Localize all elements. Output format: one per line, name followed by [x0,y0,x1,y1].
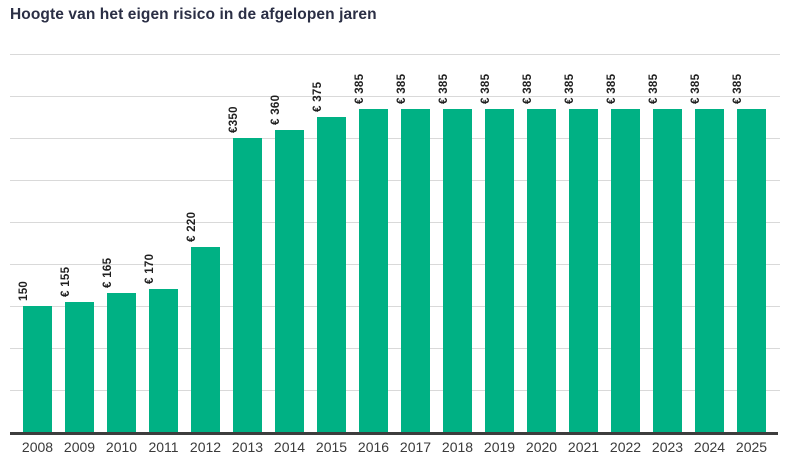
x-axis-line [10,432,778,435]
gridline [10,306,780,307]
bar-value-label: € 385 [521,73,534,104]
x-axis-label: 2014 [273,439,306,455]
x-axis-label: 2015 [315,439,348,455]
gridline [10,264,780,265]
gridline [10,222,780,223]
bar [317,117,346,432]
bar-value-label: € 375 [311,81,324,112]
bar [653,108,682,432]
bar-value-label: € 385 [479,73,492,104]
gridline [10,348,780,349]
bar [527,108,556,432]
bar [65,301,94,432]
bar-value-label: € 385 [731,73,744,104]
x-axis-label: 2011 [148,439,179,455]
bar-value-label: € 385 [689,73,702,104]
x-axis-label: 2021 [567,439,600,455]
bar-value-label: € 385 [353,73,366,104]
bar-value-label: € 385 [437,73,450,104]
bar [485,108,514,432]
x-axis: 2008 2009 2010 2011 2012 2013 2014 2015 2016 2017… [10,439,780,457]
bar [191,247,220,432]
bar [611,108,640,432]
bar-value-label: € 170 [143,253,156,285]
bar [233,138,262,432]
bar-value-label: € 360 [269,94,282,125]
bar [401,108,430,432]
x-axis-label: 2023 [651,439,684,455]
x-axis-label: 2017 [399,439,432,455]
gridline [10,390,780,391]
bar [695,108,724,432]
x-axis-label: 2024 [693,439,726,455]
bar [737,108,766,432]
bar-value-label: € 385 [605,73,618,104]
x-axis-label: 2016 [357,439,390,455]
bar-value-label: €350 [227,106,240,133]
bar-value-label: 150 [17,280,30,301]
x-axis-label: 2012 [189,439,222,455]
bar-value-label: € 385 [647,73,660,104]
gridline [10,138,780,139]
bar [23,306,52,432]
bar [359,108,388,432]
x-axis-label: 2020 [525,439,558,455]
bar [443,108,472,432]
bar [275,129,304,432]
gridline [10,180,780,181]
bar [107,293,136,432]
x-axis-label: 2013 [231,439,264,455]
x-axis-label: 2018 [441,439,474,455]
x-axis-label: 2010 [105,439,138,455]
bar [569,108,598,432]
gridline [10,96,780,97]
bar-value-label: € 385 [563,73,576,104]
gridline [10,54,780,55]
x-axis-label: 2009 [63,439,96,455]
bar [149,289,178,432]
x-axis-label: 2022 [609,439,642,455]
plot-area: 150 € 155 € 165 € 170 € 220 €350 € 360 € 375 € 3… [10,54,780,432]
x-axis-label: 2008 [21,439,54,455]
bar-value-label: € 155 [59,266,72,297]
chart-title: Hoogte van het eigen risico in de afgelo… [10,6,377,23]
x-axis-label: 2019 [483,439,516,455]
bar-value-label: € 385 [395,73,408,104]
x-axis-label: 2025 [735,439,768,455]
bar-value-label: € 220 [185,211,198,243]
bar-value-label: € 165 [101,258,114,289]
